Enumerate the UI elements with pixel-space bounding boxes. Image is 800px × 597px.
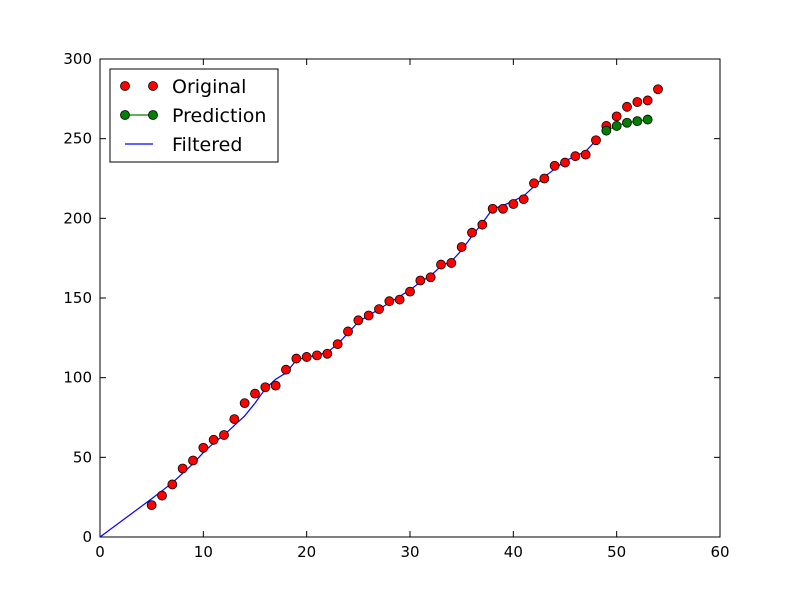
original-point bbox=[332, 339, 343, 350]
y-tick-label: 200 bbox=[63, 209, 92, 227]
prediction-point bbox=[601, 125, 612, 136]
original-point bbox=[446, 258, 457, 268]
original-point bbox=[632, 97, 643, 107]
original-point bbox=[250, 388, 260, 399]
original-point bbox=[291, 353, 302, 364]
original-point bbox=[239, 398, 250, 409]
original-point bbox=[167, 479, 178, 490]
original-point bbox=[456, 242, 467, 252]
prediction-point bbox=[632, 116, 643, 127]
prediction-point bbox=[622, 117, 632, 128]
original-point bbox=[219, 430, 229, 440]
original-point bbox=[518, 194, 529, 205]
original-point bbox=[353, 315, 364, 326]
y-tick-label: 300 bbox=[63, 50, 92, 68]
original-point bbox=[415, 275, 426, 286]
original-point bbox=[229, 414, 240, 424]
original-point bbox=[405, 286, 415, 297]
legend-marker-prediction-right bbox=[148, 110, 158, 120]
original-point bbox=[580, 149, 591, 160]
legend-entry-original: Original bbox=[120, 76, 246, 98]
original-point bbox=[425, 272, 436, 283]
original-point bbox=[146, 500, 157, 511]
legend: Original Prediction Filtered bbox=[109, 68, 279, 163]
y-tick-label: 150 bbox=[63, 289, 92, 307]
x-tick-label: 10 bbox=[194, 543, 213, 561]
original-point bbox=[508, 199, 519, 209]
original-point bbox=[198, 442, 209, 453]
legend-marker-original-right bbox=[148, 81, 158, 91]
prediction-point bbox=[642, 114, 653, 125]
original-point bbox=[477, 219, 488, 230]
x-tick-label: 20 bbox=[297, 543, 316, 561]
original-point bbox=[301, 352, 312, 362]
x-tick-label: 0 bbox=[95, 543, 105, 561]
original-point bbox=[188, 455, 198, 466]
prediction-point bbox=[611, 121, 622, 131]
original-point bbox=[281, 364, 291, 375]
original-point bbox=[322, 348, 333, 359]
original-point bbox=[539, 173, 550, 184]
x-tick-label: 30 bbox=[400, 543, 419, 561]
original-point bbox=[394, 294, 405, 305]
legend-marker-original-left bbox=[120, 81, 130, 91]
original-point bbox=[436, 259, 446, 270]
y-tick-label: 50 bbox=[73, 448, 92, 466]
original-point bbox=[611, 111, 622, 122]
original-point bbox=[270, 380, 281, 391]
original-point bbox=[363, 310, 374, 321]
original-point bbox=[177, 463, 188, 474]
original-point bbox=[384, 296, 395, 307]
original-point bbox=[487, 203, 498, 214]
original-point bbox=[208, 434, 219, 445]
original-point bbox=[653, 84, 663, 95]
original-point bbox=[260, 382, 271, 393]
legend-entry-prediction: Prediction bbox=[120, 105, 266, 127]
original-point bbox=[374, 304, 384, 315]
legend-label-filtered: Filtered bbox=[172, 134, 242, 156]
original-point bbox=[498, 203, 508, 214]
legend-marker-prediction-left bbox=[120, 110, 130, 120]
original-point bbox=[591, 135, 601, 146]
original-point bbox=[529, 178, 539, 189]
y-tick-label: 0 bbox=[82, 528, 92, 546]
original-point bbox=[157, 490, 167, 501]
original-point bbox=[343, 326, 353, 337]
original-point bbox=[622, 101, 632, 112]
legend-label-prediction: Prediction bbox=[172, 105, 266, 127]
original-point bbox=[467, 227, 477, 238]
y-tick-label: 250 bbox=[63, 130, 92, 148]
legend-label-original: Original bbox=[172, 76, 246, 98]
x-tick-label: 40 bbox=[504, 543, 523, 561]
x-tick-label: 50 bbox=[607, 543, 626, 561]
y-tick-label: 100 bbox=[63, 369, 92, 387]
x-tick-label: 60 bbox=[710, 543, 729, 561]
original-point bbox=[549, 160, 560, 171]
original-point bbox=[642, 95, 653, 106]
original-point bbox=[570, 151, 581, 162]
legend-entry-filtered: Filtered bbox=[125, 134, 242, 156]
original-point bbox=[560, 157, 570, 168]
original-point bbox=[312, 350, 322, 361]
